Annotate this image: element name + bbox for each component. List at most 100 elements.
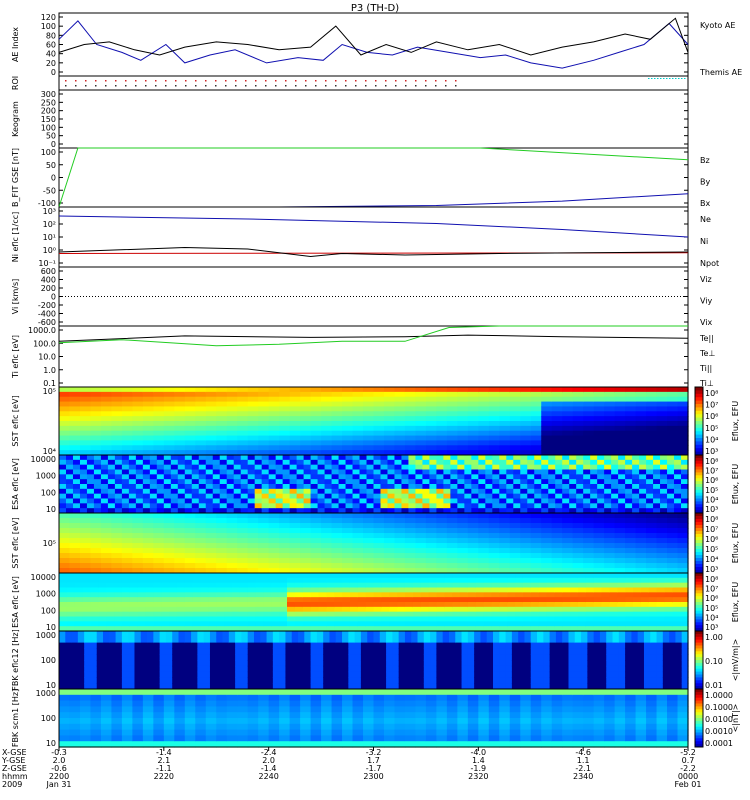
bfield-ytick: 0 [51, 174, 56, 183]
esa1-cell [387, 469, 396, 475]
sst2-cell [614, 563, 626, 569]
sst1-cell [300, 411, 312, 417]
sst2-cell [79, 528, 92, 534]
sst1-cell [667, 406, 679, 412]
esa2-cell [617, 573, 626, 579]
fbk1-cell [618, 648, 626, 655]
esa2-cell [444, 582, 453, 589]
esa2-cell [404, 573, 414, 579]
sst1-cell [342, 401, 354, 408]
sst1-cell [541, 391, 553, 398]
sst1-cell [583, 387, 595, 393]
sst2-cell [488, 533, 500, 539]
esa1-cell [646, 474, 654, 480]
esa2-cell [357, 611, 367, 618]
esa2-cell [349, 626, 359, 632]
esa2-cell [216, 602, 225, 608]
fbk1-cell [235, 660, 243, 667]
sst2-cell [69, 563, 81, 569]
sst1-cell [499, 391, 511, 398]
sst1-cell [111, 430, 123, 437]
sst1-cell [79, 387, 92, 393]
sst1-cell [132, 450, 144, 456]
esa1-cell [184, 459, 193, 466]
sst2-cell [562, 553, 574, 559]
sst1-cell [562, 406, 574, 412]
fbk1-cell [103, 683, 110, 690]
sst2-cell [342, 568, 354, 574]
sst1-cell [394, 416, 406, 422]
esa2-cell [538, 611, 548, 618]
esa2-cell [389, 616, 398, 622]
fbk1-cell [530, 671, 538, 678]
esa2-cell [420, 606, 430, 613]
density-ytick: 10¹ [43, 233, 56, 242]
esa1-cell [534, 503, 542, 509]
fbk1-cell [115, 677, 123, 684]
esa1-cell [464, 455, 472, 461]
sst2-cell [289, 563, 301, 569]
esa1-cell [611, 469, 619, 475]
fbk1-cell [115, 648, 123, 655]
fbk1-cell [631, 683, 639, 690]
esa2-cell [373, 616, 382, 622]
velocity-ytick: 400 [41, 276, 56, 285]
esa1-cell [135, 469, 144, 475]
esa2-cell [200, 602, 209, 608]
esa1-cell [289, 508, 298, 514]
sst2-cell [478, 548, 490, 554]
sst2-cell [572, 543, 584, 549]
esa1-cell [135, 464, 144, 471]
fbk1-cell [411, 642, 419, 649]
fbk1-cell [165, 660, 173, 667]
fbk1-cell [222, 636, 230, 644]
sst1-colorbar-tick: 10⁵ [705, 424, 718, 433]
esa1-cell [247, 455, 256, 461]
esa1-cell [366, 503, 375, 509]
sst1-cell [289, 445, 301, 451]
esa2-cell [129, 602, 139, 608]
fbk1-cell [342, 636, 349, 644]
sst2-cell [604, 563, 616, 569]
fbk1-cell [474, 648, 482, 655]
esa2-cell [459, 626, 469, 632]
fbk1-cell [518, 636, 526, 644]
sst1-cell [90, 445, 102, 451]
sst1-cell [593, 387, 605, 393]
sst2-cell [625, 533, 637, 539]
esa1-cell [513, 503, 521, 509]
esa2-cell [224, 587, 233, 593]
esa2-cell [554, 582, 563, 589]
esa1-colorbar-cell [695, 504, 703, 508]
esa1-cell [170, 455, 179, 461]
fbk1-cell [115, 654, 123, 661]
esa1-cell [415, 488, 424, 495]
sst1-cell [499, 430, 511, 437]
fbk1-cell [650, 642, 658, 649]
esa1-cell [310, 474, 319, 480]
fbk1-cell [266, 648, 274, 655]
sst2-cell [656, 568, 668, 574]
esa2-cell [577, 582, 587, 589]
fbk1-heatmap [59, 631, 689, 690]
fbk1-cell [612, 648, 620, 655]
fbk1-cell [191, 665, 198, 673]
esa1-cell [275, 493, 284, 500]
esa1-cell [457, 455, 465, 461]
esa2-cell [216, 621, 225, 627]
velocity-ytick: -400 [38, 310, 56, 319]
fbk1-cell [228, 654, 236, 661]
esa2-cell [192, 582, 202, 589]
esa1-cell [275, 498, 284, 504]
sst1-cell [163, 421, 175, 427]
fbk1-cell [285, 677, 293, 684]
esa2-cell [680, 626, 689, 632]
esa2-cell [247, 597, 257, 603]
esa1-cell [331, 474, 340, 480]
fbk1-cell [524, 636, 532, 644]
esa1-cell [646, 503, 654, 509]
sst1-cell [562, 440, 574, 446]
sst1-cell [457, 450, 469, 456]
sst2-cell [530, 558, 542, 564]
esa1-cell [436, 479, 444, 485]
